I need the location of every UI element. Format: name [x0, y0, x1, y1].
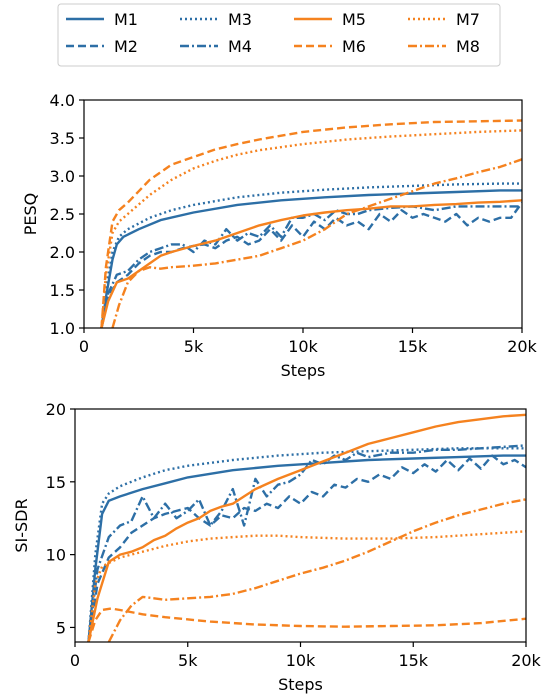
- x-tick-label: 10k: [286, 651, 316, 670]
- legend-label-m6: M6: [342, 37, 366, 56]
- series-line-m6: [87, 607, 526, 642]
- y-tick-label: 15: [46, 473, 66, 492]
- y-tick-label: 5: [56, 618, 66, 637]
- series-line-m2: [87, 454, 526, 642]
- y-axis-label: PESQ: [21, 193, 40, 236]
- y-tick-label: 2.5: [50, 205, 75, 224]
- x-tick-label: 5k: [178, 651, 198, 670]
- legend-label-m3: M3: [228, 10, 252, 29]
- x-tick-label: 10k: [288, 337, 318, 356]
- series-group: [87, 413, 526, 642]
- si-sdr-chart: 0 5k 10k 15k 20k 5 10 15 20 Steps SI-SDR: [12, 400, 542, 694]
- legend-label-m5: M5: [342, 10, 366, 29]
- y-tick-label: 2.0: [50, 243, 75, 262]
- series-line-m8: [107, 498, 526, 642]
- x-tick-label: 5k: [184, 337, 204, 356]
- series-line-m3: [87, 447, 526, 642]
- legend: M1 M2 M3 M4 M5 M6 M7 M8: [57, 3, 501, 67]
- y-tick-label: 4.0: [50, 91, 75, 110]
- legend-label-m1: M1: [114, 10, 138, 29]
- y-tick-label: 10: [46, 546, 66, 565]
- legend-label-m7: M7: [456, 10, 480, 29]
- series-line-m1: [87, 454, 526, 642]
- x-axis-label: Steps: [278, 675, 323, 694]
- legend-label-m2: M2: [114, 37, 138, 56]
- x-tick-label: 0: [70, 651, 80, 670]
- series-line-m5: [87, 413, 526, 642]
- series-line-m6: [100, 119, 522, 328]
- x-axis-label: Steps: [281, 361, 326, 380]
- x-tick-label: 0: [79, 337, 89, 356]
- pesq-chart: 0 5k 10k 15k 20k 1.0 1.5 2.0 2.5 3.0 3.5 4.0 Steps PE…: [21, 91, 538, 380]
- legend-box: [57, 3, 501, 67]
- y-tick-label: 1.0: [50, 319, 75, 338]
- x-tick-label: 15k: [398, 337, 428, 356]
- y-tick-label: 3.0: [50, 167, 75, 186]
- series-group: [100, 119, 522, 328]
- series-line-m2: [100, 201, 522, 328]
- x-tick-label: 15k: [398, 651, 428, 670]
- series-line-m4: [100, 205, 522, 328]
- x-tick-label: 20k: [507, 337, 537, 356]
- series-line-m4: [87, 444, 526, 642]
- series-line-m7: [87, 530, 526, 642]
- series-line-m1: [100, 189, 522, 328]
- series-line-m7: [100, 129, 522, 328]
- x-tick-label: 20k: [511, 651, 541, 670]
- y-axis-label: SI-SDR: [12, 498, 31, 552]
- y-tick-label: 3.5: [50, 129, 75, 148]
- y-tick-label: 1.5: [50, 281, 75, 300]
- legend-label-m8: M8: [456, 37, 480, 56]
- y-tick-label: 20: [46, 400, 66, 419]
- series-line-m8: [111, 158, 522, 328]
- series-line-m3: [100, 182, 522, 328]
- series-line-m5: [100, 199, 522, 328]
- legend-label-m4: M4: [228, 37, 252, 56]
